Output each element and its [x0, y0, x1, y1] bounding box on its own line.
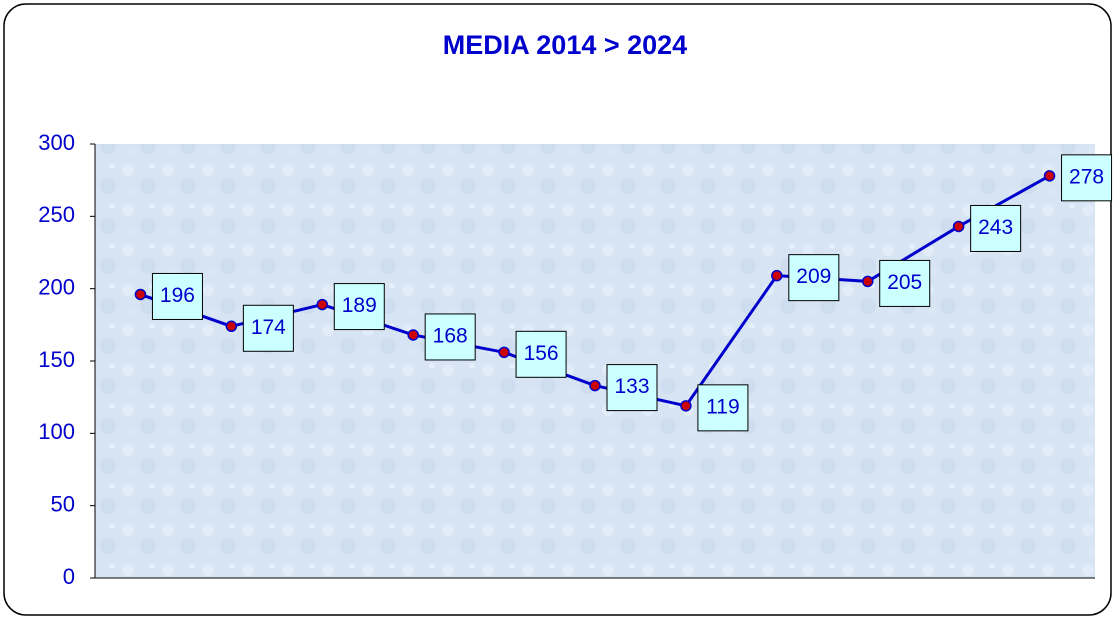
value-label-box [1061, 154, 1113, 202]
y-tick-label: 0 [63, 564, 75, 589]
plot-area [95, 144, 1095, 578]
point [680, 400, 692, 412]
value-label: 189 [342, 294, 377, 317]
chart-title: MEDIA 2014 > 2024 [443, 30, 687, 60]
value-label: 205 [887, 271, 922, 294]
point [498, 346, 510, 359]
y-tick-label: 100 [38, 419, 75, 444]
point [952, 220, 965, 233]
value-label: 278 [1069, 165, 1104, 188]
value-label: 156 [524, 342, 559, 365]
value-label: 243 [978, 216, 1013, 239]
value-label-box [606, 364, 658, 412]
value-label-box [151, 272, 203, 320]
point [861, 275, 874, 288]
point [316, 298, 329, 311]
value-label: 133 [614, 375, 649, 398]
value-label-box [333, 283, 385, 331]
value-label: 196 [160, 284, 195, 307]
point [225, 320, 238, 333]
value-label-box [697, 384, 749, 432]
point [771, 269, 783, 282]
point [134, 288, 147, 301]
y-tick-label: 250 [38, 202, 75, 227]
value-label-box [970, 204, 1022, 252]
value-label-box [515, 330, 567, 378]
value-label: 209 [796, 265, 831, 288]
value-label-box [242, 304, 294, 352]
value-label: 168 [433, 325, 468, 348]
y-tick-label: 150 [38, 347, 75, 372]
point [407, 329, 419, 341]
value-label-box [879, 259, 931, 307]
y-tick-label: 300 [38, 130, 75, 155]
point [1043, 170, 1056, 182]
y-tick-label: 200 [38, 274, 75, 299]
value-label-box [788, 254, 840, 302]
value-label: 174 [251, 316, 286, 339]
point [589, 379, 601, 392]
y-tick-label: 50 [51, 491, 75, 516]
value-label: 119 [706, 395, 739, 418]
value-label-box [424, 313, 476, 361]
